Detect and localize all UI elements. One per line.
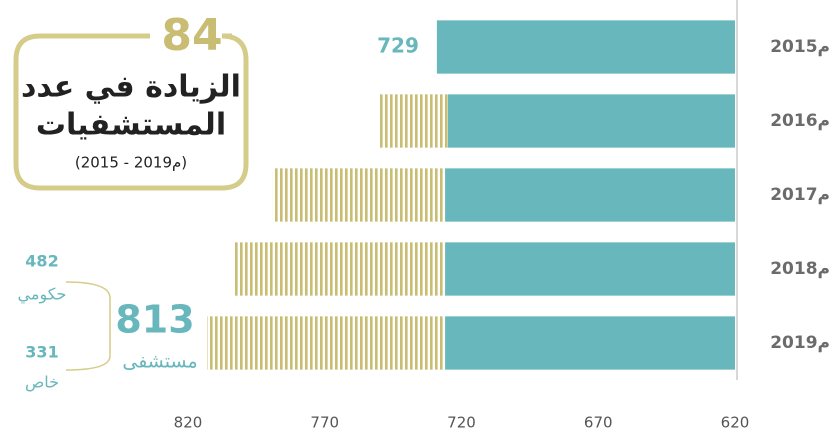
callout-title: الزيادة في عدد: [21, 70, 241, 105]
bar: [445, 316, 735, 370]
bar: [447, 94, 735, 148]
bar: [436, 20, 735, 74]
bar: [234, 242, 446, 296]
x-tick-label: 770: [310, 414, 339, 432]
y-tick-label: 2019م: [770, 333, 830, 353]
breakdown-number: 482: [25, 252, 58, 271]
bar: [445, 168, 735, 222]
breakdown-label: حكومي: [18, 285, 67, 305]
bar: [207, 316, 446, 370]
x-tick-label: 620: [721, 414, 750, 432]
breakdown-label: خاص: [25, 373, 59, 393]
y-tick-label: 2016م: [770, 111, 830, 131]
callout-frame: [13, 33, 249, 191]
x-tick-label: 720: [447, 414, 476, 432]
callout-period: (2015 - 2019م): [75, 154, 187, 172]
y-tick-label: 2018م: [770, 259, 830, 279]
bar: [272, 168, 446, 222]
bar: [445, 242, 735, 296]
total-number: 813: [115, 298, 194, 342]
total-label: مستشفى: [122, 351, 197, 373]
bracket: [65, 281, 111, 371]
breakdown-number: 331: [25, 343, 58, 362]
callout-number: 84: [161, 10, 222, 61]
y-tick-label: 2015م: [770, 37, 830, 57]
bar: [379, 94, 448, 148]
value-label: 729: [377, 34, 419, 58]
callout-title: المستشفيات: [36, 108, 226, 143]
x-tick-label: 820: [174, 414, 203, 432]
x-tick-label: 670: [584, 414, 613, 432]
y-tick-label: 2017م: [770, 185, 830, 205]
